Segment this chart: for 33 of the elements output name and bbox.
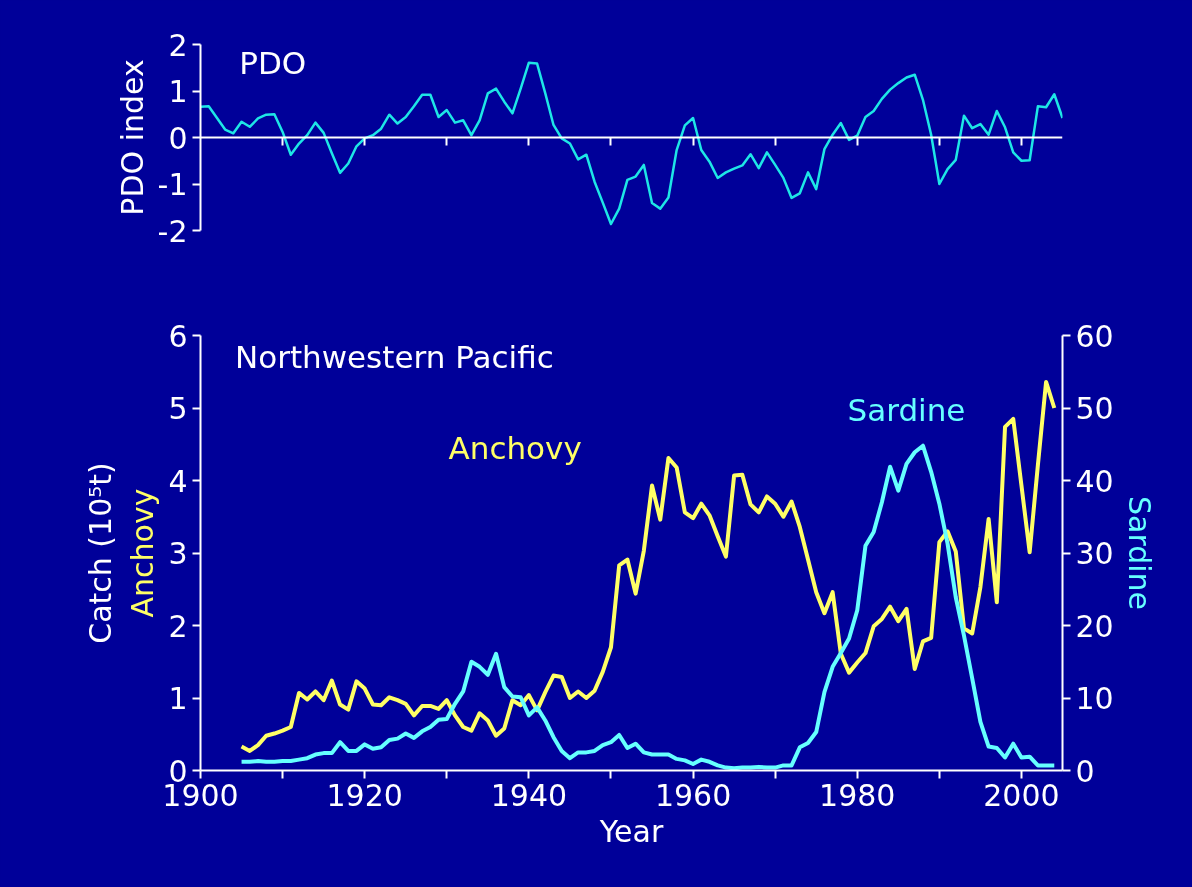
chart-title: PDO xyxy=(239,45,307,82)
line-series xyxy=(239,379,1057,753)
y-axis-title: PDO index xyxy=(114,59,150,216)
y-tick-label: 0 xyxy=(168,120,188,156)
y-axis-title: Catch (10⁵t) xyxy=(82,462,118,644)
x-axis-title: Year xyxy=(598,813,664,849)
text: Anchovy xyxy=(125,488,161,618)
text: Anchovy xyxy=(448,429,582,466)
x-tick-label: 1960 xyxy=(654,777,732,813)
y2-tick-label: 10 xyxy=(1075,681,1114,716)
y-tick-label: 2 xyxy=(168,608,188,644)
x-tick-label: 1940 xyxy=(490,777,568,813)
x-tick-label: 2000 xyxy=(983,777,1060,813)
y2-tick-label: 60 xyxy=(1075,318,1114,354)
y-tick-label: 6 xyxy=(168,318,188,354)
y2-tick-label: 50 xyxy=(1075,391,1114,426)
y-tick-label: 5 xyxy=(168,391,188,426)
x-tick-label: 1920 xyxy=(326,777,403,813)
y2-tick-label: 20 xyxy=(1075,608,1114,644)
y-tick-label: 2 xyxy=(168,27,188,63)
y2-tick-label: 30 xyxy=(1075,536,1114,571)
y-tick-label: -2 xyxy=(157,213,188,249)
y2-tick-label: 0 xyxy=(1075,753,1095,789)
y-tick-label: 3 xyxy=(168,536,188,571)
y-tick-label: -1 xyxy=(157,167,188,202)
y-tick-label: 4 xyxy=(168,463,188,499)
y-tick-label: 1 xyxy=(168,681,188,716)
x-tick-label: 1980 xyxy=(819,777,896,813)
series-label: Sardine xyxy=(847,392,966,429)
y-tick-label: 1 xyxy=(168,74,188,109)
chart-title: Northwestern Pacific xyxy=(234,339,554,376)
y2-axis-title: Sardine xyxy=(1121,495,1157,611)
y2-tick-label: 40 xyxy=(1075,463,1114,499)
